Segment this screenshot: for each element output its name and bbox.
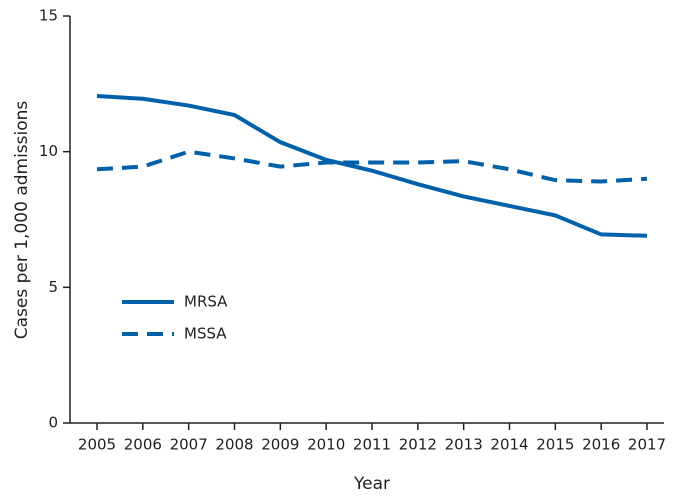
y-tick-label: 5 [48, 278, 58, 296]
x-tick-label: 2016 [582, 436, 620, 454]
y-tick-label: 0 [48, 414, 58, 432]
x-tick-label: 2006 [124, 436, 162, 454]
y-tick-label: 15 [39, 7, 58, 25]
line-series [96, 94, 648, 238]
legend-label: MRSA [184, 293, 228, 311]
x-tick-label: 2014 [490, 436, 528, 454]
x-tick-label: 2009 [261, 436, 299, 454]
x-axis-label: Year [353, 474, 390, 494]
legend-label: MSSA [184, 325, 227, 343]
x-tick-label: 2005 [78, 436, 116, 454]
x-tick-label: 2010 [307, 436, 345, 454]
x-tick-label: 2017 [628, 436, 666, 454]
y-axis-label: Cases per 1,000 admissions [12, 101, 32, 340]
x-tick-label: 2013 [445, 436, 483, 454]
x-tick-label: 2015 [536, 436, 574, 454]
x-tick-label: 2008 [215, 436, 253, 454]
x-tick-label: 2007 [170, 436, 208, 454]
x-tick-label: 2012 [399, 436, 437, 454]
axes [69, 16, 664, 424]
x-tick-label: 2011 [353, 436, 391, 454]
y-tick-label: 10 [39, 142, 58, 160]
line-series [96, 149, 648, 184]
